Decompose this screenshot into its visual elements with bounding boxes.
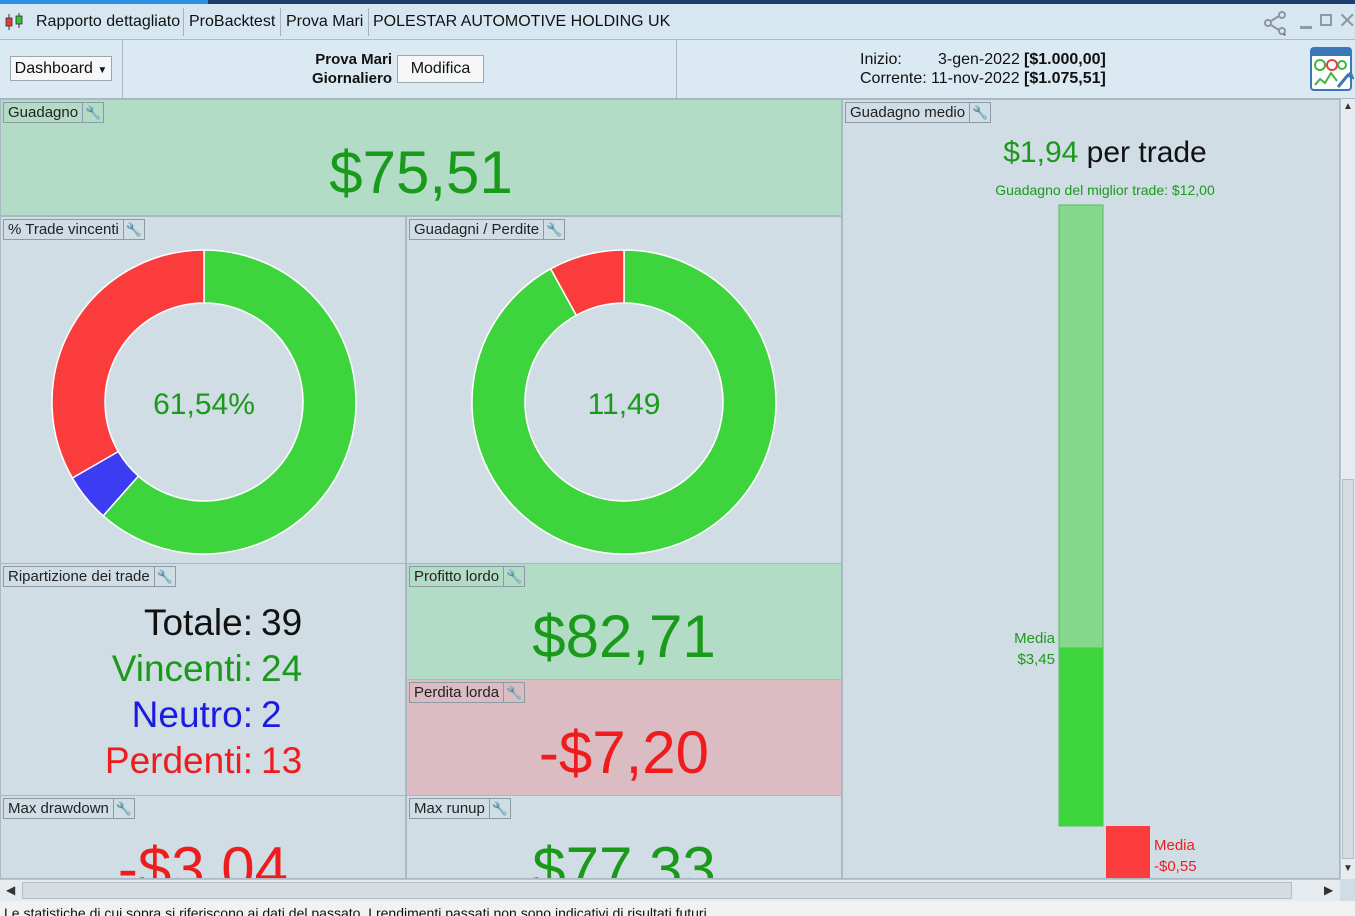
current-date: 11-nov-2022 — [931, 70, 1020, 87]
neutral-label: Neutro: — [131, 694, 253, 735]
average-gain-bars — [1058, 204, 1150, 878]
tab-detailed-report[interactable]: Rapporto dettagliato — [36, 13, 181, 30]
wrench-icon[interactable]: 🔧 — [969, 102, 988, 123]
current-value: [$1.075,51] — [1024, 70, 1106, 87]
max-drawdown-title: Max drawdown — [8, 799, 109, 817]
start-value: [$1.000,00] — [1024, 51, 1106, 68]
wrench-icon[interactable]: 🔧 — [503, 682, 522, 703]
max-drawdown-panel: Max drawdown 🔧 -$3,04 — [0, 795, 406, 879]
average-gain-value: $1,94 — [1003, 136, 1079, 169]
candlestick-icon — [4, 12, 28, 32]
max-runup-panel: Max runup 🔧 $77,33 — [406, 795, 842, 879]
report-header: Dashboard ▼ Prova Mari Giornaliero Modif… — [0, 40, 1355, 99]
tab-probacktest[interactable]: ProBacktest — [189, 13, 276, 30]
wrench-icon[interactable]: 🔧 — [488, 798, 508, 819]
vertical-scrollbar[interactable]: ▲ ▼ — [1340, 99, 1355, 879]
gain-title: Guadagno 🔧 — [3, 102, 105, 123]
tab-system[interactable]: Prova Mari — [286, 13, 364, 30]
loss-value: 13 — [261, 740, 303, 781]
win-value: 24 — [261, 648, 303, 689]
wrench-icon[interactable]: 🔧 — [153, 566, 173, 587]
window-top-strip — [0, 0, 1355, 4]
wrench-icon[interactable]: 🔧 — [112, 798, 132, 819]
gross-profit-title: Profitto lordo — [414, 567, 500, 585]
wrench-icon[interactable]: 🔧 — [503, 566, 522, 587]
best-trade-label: Guadagno del miglior trade: $12,00 — [995, 182, 1215, 198]
tab-bar: Rapporto dettagliato ProBacktest Prova M… — [0, 4, 1355, 40]
total-label: Totale: — [143, 602, 253, 643]
average-loss-bar — [1106, 826, 1150, 878]
gain-panel: Guadagno 🔧 $75,51 — [0, 99, 842, 216]
gains-losses-center: 11,49 — [588, 388, 661, 421]
donut-slice-losses — [549, 249, 625, 317]
wrench-icon[interactable]: 🔧 — [122, 219, 142, 240]
minimize-icon[interactable] — [1300, 26, 1312, 29]
gross-loss-panel: Perdita lorda 🔧 -$7,20 — [406, 679, 842, 796]
avg-win-label: Media — [1014, 630, 1055, 647]
breakdown-title: Ripartizione dei trade — [8, 567, 150, 585]
scroll-up-icon[interactable]: ▲ — [1343, 101, 1353, 112]
gross-profit-panel: Profitto lordo 🔧 $82,71 — [406, 563, 842, 680]
gains-losses-panel: Guadagni / Perdite 🔧 11,49 — [406, 216, 842, 564]
average-gain-headline: $1,94 per trade — [843, 136, 1339, 170]
win-rate-donut: 61,54% — [51, 249, 357, 555]
trade-breakdown-panel: Ripartizione dei trade 🔧 Totale: 39 Vince… — [0, 563, 406, 796]
scroll-right-icon[interactable]: ▶ — [1324, 883, 1334, 897]
max-drawdown-value: -$3,04 — [117, 835, 289, 879]
avg-loss-label: Media — [1154, 837, 1195, 854]
donut-slice-gains — [471, 249, 777, 555]
start-date: 3-gen-2022 — [938, 51, 1020, 68]
chevron-down-icon: ▼ — [97, 65, 108, 76]
dashboard-label: Dashboard — [14, 60, 93, 77]
win-rate-title: % Trade vincenti — [8, 220, 119, 238]
per-trade-label: per trade — [1086, 136, 1207, 169]
tab-instrument[interactable]: POLESTAR AUTOMOTIVE HOLDING UK — [373, 13, 671, 30]
edit-button[interactable]: Modifica — [397, 55, 484, 83]
scroll-down-icon[interactable]: ▼ — [1343, 863, 1353, 874]
vertical-scroll-thumb[interactable] — [1342, 479, 1354, 859]
max-runup-value: $77,33 — [532, 835, 716, 879]
timeframe: Giornaliero — [311, 70, 392, 87]
gain-value: $75,51 — [329, 139, 513, 206]
wrench-icon[interactable]: 🔧 — [82, 102, 101, 123]
close-icon[interactable]: ✕ — [1338, 8, 1355, 33]
settings-chart-icon[interactable] — [1310, 47, 1355, 93]
system-name: Prova Mari — [315, 51, 392, 68]
loss-label: Perdenti: — [104, 740, 253, 781]
average-gain-title: Guadagno medio — [850, 103, 966, 121]
avg-loss-value: -$0,55 — [1154, 858, 1197, 875]
win-label: Vincenti: — [111, 648, 253, 689]
gains-losses-donut: 11,49 — [471, 249, 777, 555]
avg-loss-caption: Media -$0,55 — [1154, 835, 1197, 877]
share-icon[interactable] — [1262, 10, 1290, 36]
current-label: Corrente: — [860, 70, 927, 87]
dashboard-dropdown[interactable]: Dashboard ▼ — [10, 56, 112, 81]
max-runup-title: Max runup — [414, 799, 485, 817]
gains-losses-title: Guadagni / Perdite — [414, 220, 540, 238]
wrench-icon[interactable]: 🔧 — [543, 219, 562, 240]
win-rate-center: 61,54% — [153, 388, 255, 421]
horizontal-scrollbar[interactable]: ◀ ▶ — [0, 879, 1340, 901]
gross-profit-value: $82,71 — [532, 603, 716, 670]
average-win-bar — [1059, 647, 1103, 826]
average-gain-panel: Guadagno medio 🔧 $1,94 per trade Guadagno… — [842, 99, 1340, 879]
disclaimer-footer: Le statistiche di cui sopra si riferisco… — [0, 901, 1355, 916]
gross-loss-value: -$7,20 — [538, 719, 710, 786]
horizontal-scroll-thumb[interactable] — [22, 882, 1292, 899]
donut-slice-win — [102, 249, 357, 555]
gross-loss-title: Perdita lorda — [414, 683, 500, 701]
gain-title-label: Guadagno — [8, 103, 79, 121]
maximize-icon[interactable] — [1320, 14, 1332, 26]
win-rate-panel: % Trade vincenti 🔧 61,54% — [0, 216, 406, 564]
neutral-value: 2 — [261, 694, 282, 735]
scroll-left-icon[interactable]: ◀ — [6, 883, 16, 897]
start-label: Inizio: — [860, 51, 902, 68]
avg-win-caption: Media $3,45 — [993, 628, 1055, 670]
donut-slice-loss — [51, 249, 205, 480]
avg-win-value: $3,45 — [1017, 651, 1055, 668]
total-value: 39 — [261, 602, 303, 643]
